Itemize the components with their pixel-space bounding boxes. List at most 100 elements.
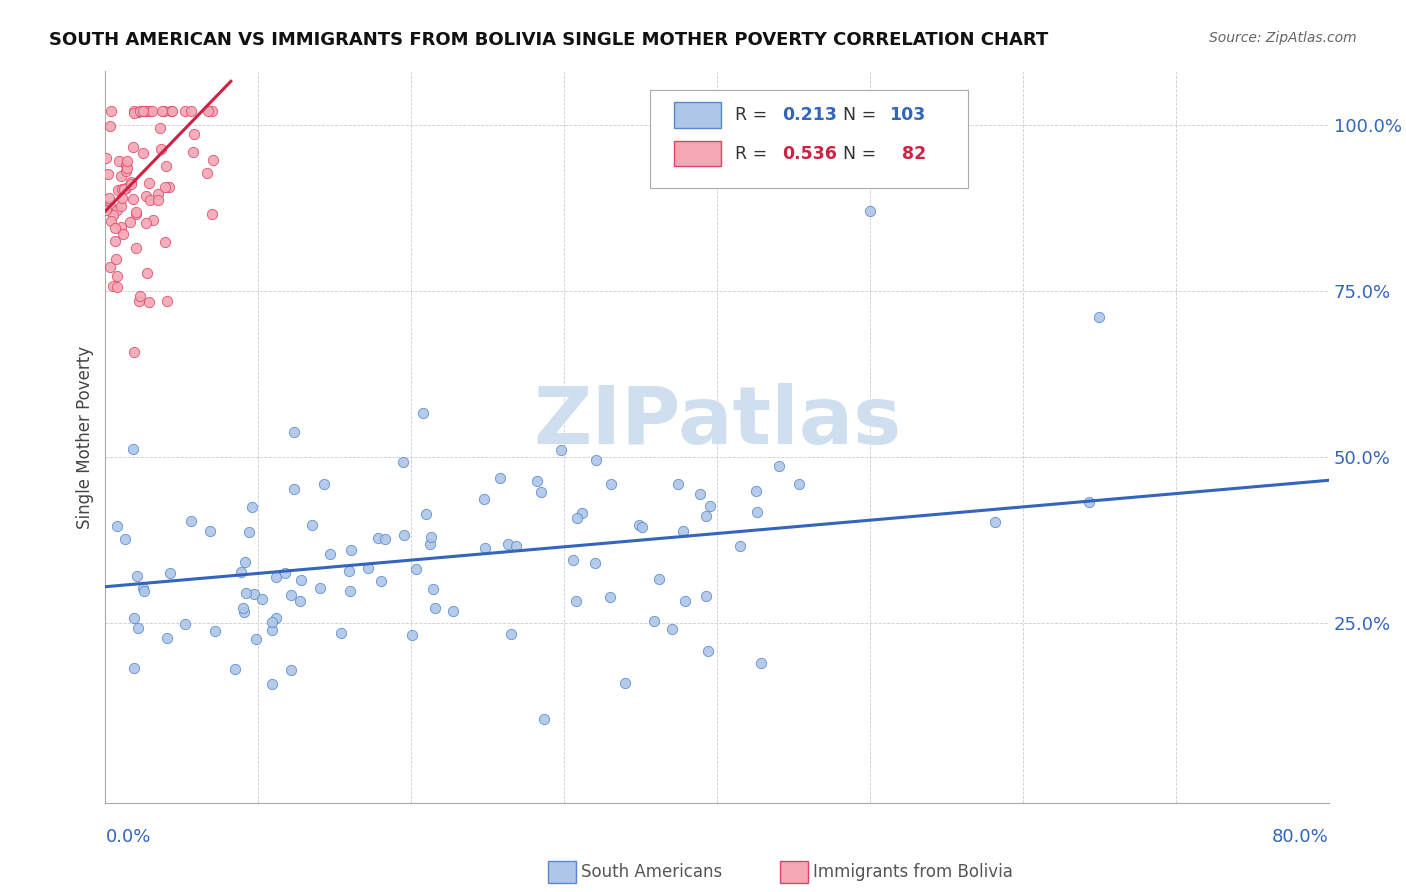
Point (115, 180, 138, 194)
Point (112, 182, 135, 196)
Point (149, 120, 172, 135)
Point (125, 204, 148, 219)
Point (374, 532, 396, 546)
Point (128, 293, 150, 308)
Text: 103: 103 (890, 105, 925, 123)
Point (142, 213, 165, 227)
Text: Source: ZipAtlas.com: Source: ZipAtlas.com (1209, 31, 1357, 45)
Point (505, 539, 527, 553)
Point (150, 142, 173, 156)
Point (696, 644, 718, 658)
Point (197, 104, 219, 119)
Point (141, 104, 163, 119)
Point (105, 518, 128, 533)
Point (160, 104, 183, 119)
Point (401, 628, 423, 642)
Point (124, 661, 146, 675)
Point (496, 537, 519, 551)
Text: 80.0%: 80.0% (1272, 828, 1329, 846)
Point (201, 104, 224, 119)
Point (571, 506, 593, 520)
Point (122, 345, 145, 359)
Point (526, 475, 548, 489)
Point (98, 191, 121, 205)
Point (583, 556, 606, 570)
Point (97, 167, 120, 181)
Point (122, 139, 145, 153)
Point (98, 120, 121, 134)
Point (180, 514, 202, 528)
Point (474, 492, 496, 507)
Point (105, 202, 128, 217)
Point (115, 159, 138, 173)
Point (110, 220, 132, 235)
Text: Immigrants from Bolivia: Immigrants from Bolivia (813, 863, 1012, 881)
Point (195, 166, 218, 180)
Point (122, 611, 145, 625)
Point (124, 104, 146, 119)
Point (585, 453, 607, 467)
Point (146, 194, 169, 208)
Point (314, 477, 336, 491)
Point (564, 594, 586, 608)
Point (153, 180, 176, 194)
Point (661, 623, 683, 637)
Point (125, 206, 148, 220)
Point (747, 505, 769, 519)
Text: R =: R = (735, 105, 773, 123)
Point (108, 153, 131, 168)
Point (111, 191, 134, 205)
Point (768, 459, 790, 474)
Point (135, 104, 157, 119)
Point (243, 586, 266, 600)
Point (499, 627, 522, 641)
Point (135, 189, 157, 203)
Point (138, 176, 160, 190)
Point (120, 175, 142, 189)
Point (422, 582, 444, 597)
Point (157, 179, 180, 194)
Point (114, 532, 136, 546)
Point (250, 591, 273, 606)
Point (105, 279, 128, 293)
Point (392, 455, 415, 469)
Point (643, 614, 665, 628)
Point (132, 582, 155, 596)
Point (121, 192, 143, 206)
Point (260, 615, 283, 629)
Point (340, 543, 363, 558)
Point (562, 552, 585, 566)
Point (280, 663, 302, 677)
Point (122, 106, 145, 120)
Point (280, 588, 302, 602)
Point (730, 540, 752, 554)
Point (984, 515, 1007, 529)
Point (262, 623, 284, 637)
Text: 82: 82 (890, 145, 925, 163)
Point (105, 269, 128, 284)
Point (98, 260, 121, 274)
Point (673, 594, 696, 608)
Point (127, 105, 149, 120)
Point (100, 104, 122, 119)
Point (301, 518, 323, 533)
Point (150, 104, 173, 119)
Point (122, 442, 145, 457)
Point (672, 524, 695, 539)
Point (104, 221, 127, 235)
Point (115, 161, 138, 175)
Point (181, 145, 204, 159)
Point (392, 527, 415, 541)
Point (120, 215, 142, 229)
Point (201, 207, 224, 221)
Point (224, 662, 246, 676)
Point (96, 202, 118, 217)
Point (695, 509, 717, 524)
Point (156, 294, 179, 309)
Point (180, 104, 202, 119)
Point (370, 574, 392, 588)
Point (474, 541, 496, 555)
Point (489, 470, 512, 484)
Point (337, 564, 360, 578)
Point (689, 486, 711, 500)
